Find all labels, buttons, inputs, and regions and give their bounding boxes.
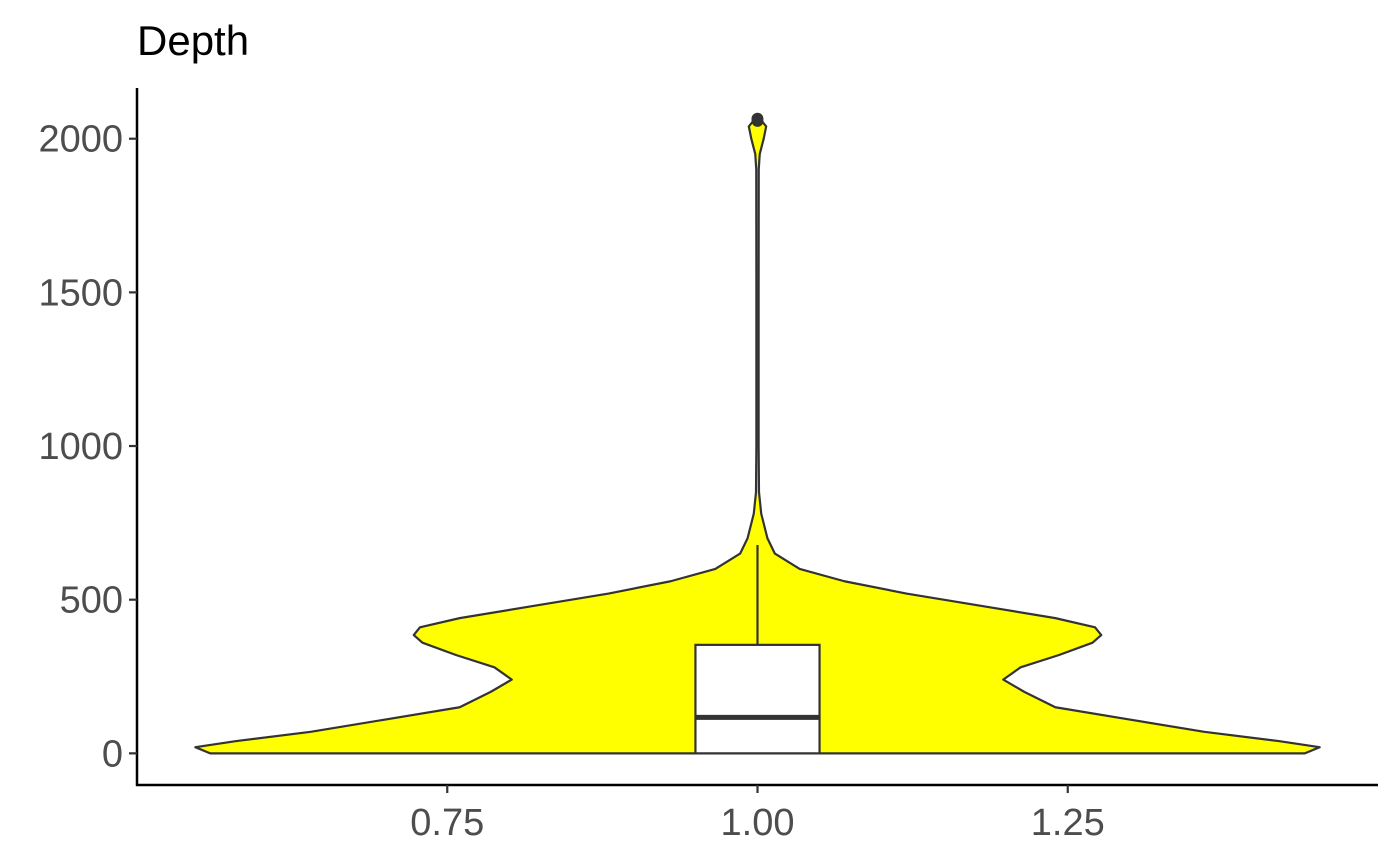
y-tick-label-2: 1000 [38,426,123,468]
y-tick-label-1: 500 [60,580,123,622]
x-tick-label-2: 1.25 [1031,802,1105,844]
chart-title: Depth [137,17,249,64]
x-tick-label-1: 1.00 [721,802,795,844]
y-tick-label-0: 0 [102,733,123,775]
outlier-point-1 [751,112,764,125]
box-iqr [694,643,821,755]
y-tick-label-3: 1500 [38,272,123,314]
x-tick-label-0: 0.75 [410,802,484,844]
axes: 0 500 1000 1500 2000 0.75 1.00 1.25 [38,88,1378,844]
y-tick-label-4: 2000 [38,119,123,161]
plot-area [194,112,1321,755]
